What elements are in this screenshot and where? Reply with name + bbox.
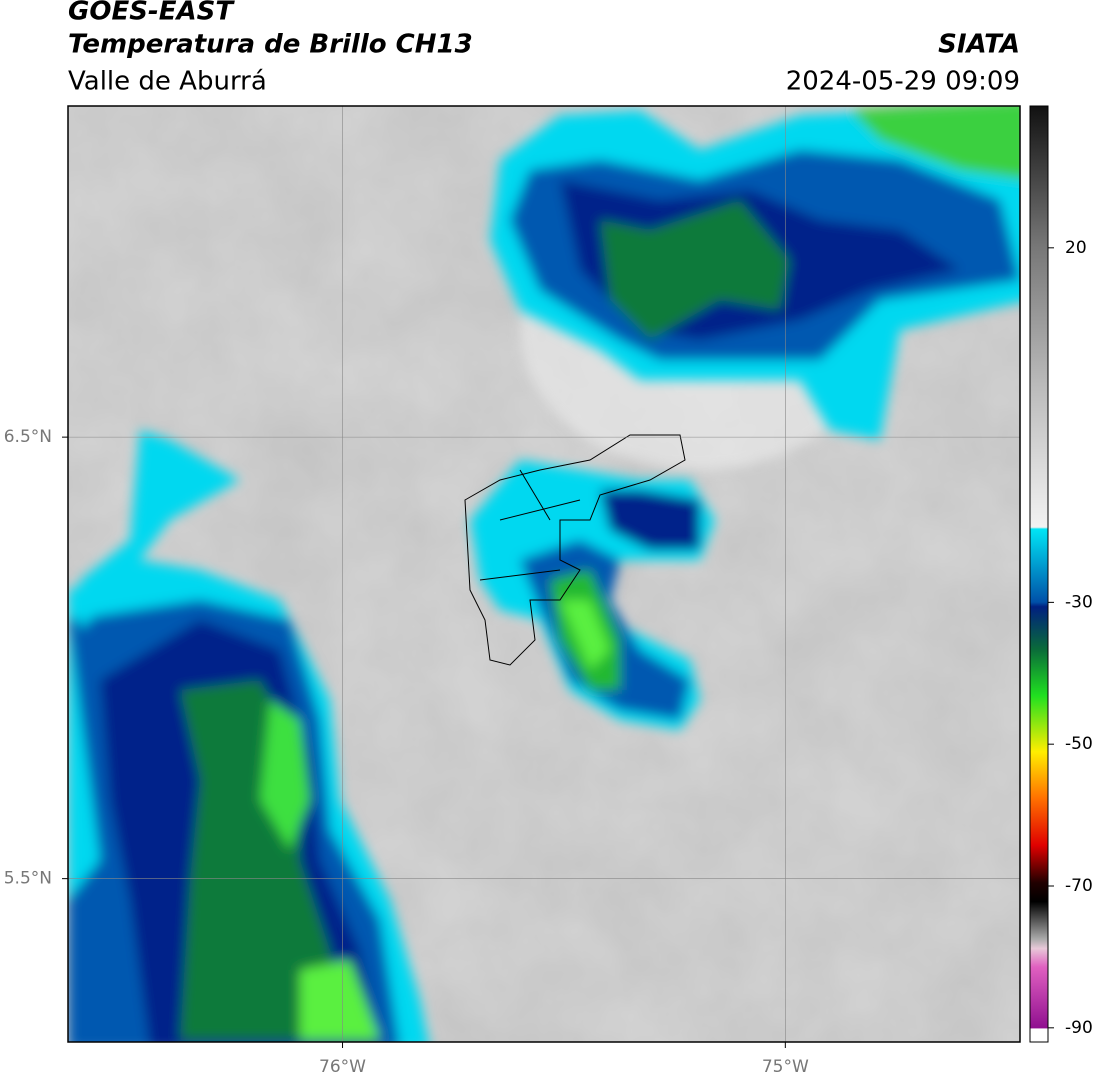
map-frame bbox=[67, 105, 1021, 1043]
graticule: 76°W 75°W 6.5°N 5.5°N bbox=[4, 106, 1020, 1077]
satellite-image bbox=[68, 106, 1020, 1042]
y-tick-label: 5.5°N bbox=[4, 869, 52, 889]
x-tick-label: 75°W bbox=[762, 1057, 809, 1077]
colorbar-tick-label: -30 bbox=[1065, 592, 1093, 612]
colorbar bbox=[1029, 105, 1049, 1043]
datetime-label: 2024-05-29 09:09 bbox=[786, 67, 1020, 97]
x-tick-label: 76°W bbox=[319, 1057, 366, 1077]
colorbar-ticks: 20 -30 -50 -70 -90 bbox=[1048, 238, 1093, 1038]
y-tick-label: 6.5°N bbox=[4, 427, 52, 447]
colorbar-tick-label: -90 bbox=[1065, 1018, 1093, 1038]
colorbar-tick-label: -50 bbox=[1065, 734, 1093, 754]
satellite-title: GOES-EAST bbox=[68, 0, 235, 27]
source-label: SIATA bbox=[938, 30, 1020, 60]
product-title: Temperatura de Brillo CH13 bbox=[68, 30, 473, 60]
colorbar-tick-label: -70 bbox=[1065, 876, 1093, 896]
colorbar-tick-label: 20 bbox=[1065, 238, 1087, 258]
region-label: Valle de Aburrá bbox=[68, 67, 267, 97]
